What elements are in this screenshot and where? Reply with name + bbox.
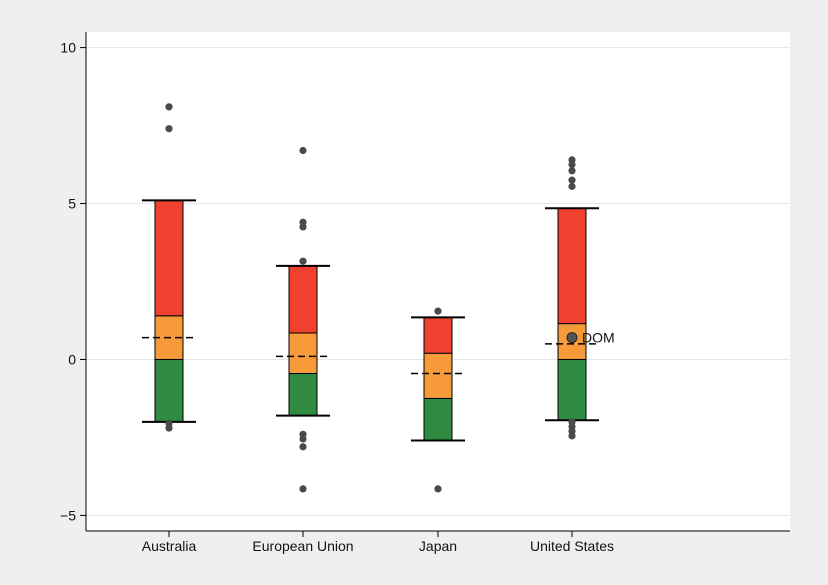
grid-lines	[86, 47, 790, 516]
outlier-point	[568, 176, 576, 184]
annotation-label: DOM	[582, 330, 615, 346]
box-lower-segment	[154, 358, 184, 423]
x-tick-label: United States	[530, 538, 614, 554]
outlier-point	[568, 167, 576, 175]
box-group	[142, 199, 196, 423]
boxes	[142, 199, 599, 442]
outlier-point	[299, 257, 307, 265]
annotations: DOM	[566, 330, 615, 346]
x-tick-label: Australia	[142, 538, 197, 554]
outlier-point	[299, 223, 307, 231]
box-group	[545, 207, 599, 422]
plot-area	[86, 32, 790, 531]
outlier-point	[165, 103, 173, 111]
outlier-point	[568, 432, 576, 440]
outlier-point	[299, 146, 307, 155]
x-tick-label: Japan	[419, 538, 457, 554]
box-middle-segment	[423, 352, 453, 399]
y-tick-label: 5	[68, 196, 76, 212]
outlier-point	[299, 435, 307, 443]
outlier-point	[568, 160, 576, 169]
y-axis: −5 0 5 10	[60, 32, 87, 531]
box-lower-segment	[557, 358, 587, 421]
y-tick-label: 10	[60, 40, 76, 56]
x-axis: Australia European Union Japan United State…	[86, 530, 790, 554]
box-lower-segment	[288, 373, 318, 417]
outlier-point	[568, 182, 576, 190]
outlier-point	[165, 125, 173, 133]
outlier-point	[434, 485, 442, 493]
y-tick-label: 0	[68, 351, 76, 367]
outlier-point	[434, 307, 442, 315]
x-tick-label: European Union	[252, 538, 353, 554]
outlier-point	[299, 443, 307, 451]
y-tick-label: −5	[60, 507, 76, 523]
box-upper-segment	[154, 199, 184, 317]
box-lower-segment	[423, 397, 453, 442]
annotation-marker	[566, 332, 578, 344]
outlier-point	[165, 424, 173, 432]
box-middle-segment	[288, 332, 318, 375]
box-upper-segment	[423, 316, 453, 354]
box-group	[411, 316, 465, 442]
box-group	[276, 264, 330, 417]
box-upper-segment	[557, 207, 587, 325]
outlier-point	[299, 485, 307, 493]
box-upper-segment	[288, 265, 318, 334]
outlier-points	[165, 103, 576, 493]
